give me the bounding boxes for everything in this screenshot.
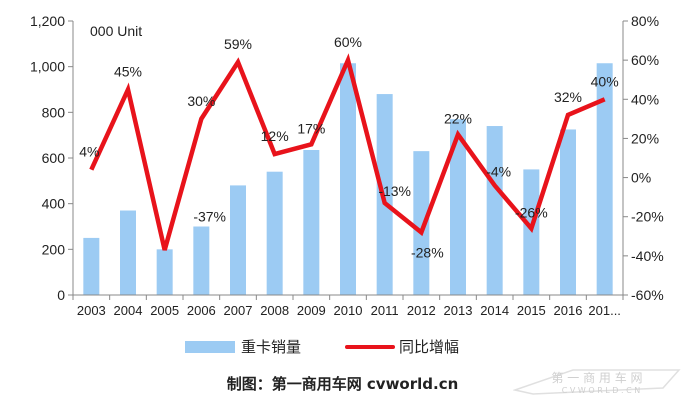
y-left-tick-label: 600 [42,150,66,166]
line-data-label: 30% [187,93,215,109]
bar [156,249,173,295]
axes: 0 200 400 600 800 1,000 1,200 -60% -40% -20% 0% 20%… [30,13,664,318]
x-tick-label: 2013 [444,303,473,318]
x-tick-label: 2006 [187,303,216,318]
x-tick-label: 2004 [114,303,143,318]
bar [303,150,320,295]
bar [266,171,283,295]
legend-item-bar: 重卡销量 [185,336,301,357]
bar [523,169,540,295]
line-data-label: 12% [261,128,289,144]
data-labels: 4% 45% 30% 59% 12% 17% 60% -13% -28% 22% -4% -26% 32… [79,34,618,260]
bar [596,63,613,295]
y-right-tick-label: -40% [631,248,664,264]
x-tick-label: 2016 [554,303,583,318]
legend-bar-label: 重卡销量 [241,338,302,356]
line-data-label: -28% [411,244,444,260]
growth-line [89,53,606,251]
x-tick-label: 2011 [371,303,399,318]
bar [193,226,210,295]
legend-bar-swatch [185,340,235,353]
x-tick-label: 201... [588,303,621,318]
line-data-label: 60% [334,34,362,50]
line-data-label: -13% [378,183,411,199]
line-data-label: 4% [79,144,99,160]
y-left-tick-label: 1,200 [30,13,65,29]
x-tick-label: 2007 [224,303,253,318]
line-data-label: -4% [486,163,511,179]
svg-text:C V W O R L D . C N: C V W O R L D . C N [562,386,640,395]
x-tick-label: 2015 [517,303,546,318]
credit-text: 制图：第一商用车网 cvworld.cn [226,375,459,393]
unit-note: 000 Unit [90,23,142,39]
y-right-tick-label: 80% [631,13,659,29]
line-data-label: 32% [554,89,582,105]
line-data-label: 45% [114,64,142,80]
bar [340,63,356,295]
bar [230,185,246,295]
y-left-tick-label: 400 [42,196,66,212]
line-data-label: -26% [515,204,548,220]
line-data-label: -37% [193,209,226,225]
bar [486,126,503,296]
x-tick-label: 2008 [260,303,289,318]
y-right-tick-label: 60% [631,52,659,68]
bar-series [83,63,613,296]
line-data-label: 40% [591,73,619,89]
line-data-label: 17% [297,120,325,136]
legend-line-label: 同比增幅 [399,338,460,356]
y-right-tick-label: 20% [631,130,659,146]
legend-item-line: 同比增幅 [345,336,459,357]
x-tick-label: 2012 [407,303,436,318]
y-left-tick-label: 800 [42,104,66,120]
x-tick-label: 2009 [297,303,326,318]
bar [560,129,576,295]
x-tick-label: 2014 [480,303,509,318]
line-series [89,53,606,251]
legend-line-swatch [345,344,395,349]
y-right-tick-label: 40% [631,91,659,107]
bar [120,210,136,295]
y-right-tick-label: -60% [631,287,664,303]
line-data-label: 22% [444,111,472,127]
y-left-tick-label: 1,000 [30,59,65,75]
line-data-label: 59% [224,36,252,52]
bar [450,119,466,295]
combo-chart: 0 200 400 600 800 1,000 1,200 -60% -40% -20% 0% 20%… [30,13,664,318]
legend: 重卡销量 同比增幅 [0,336,685,360]
y-left-tick-label: 0 [57,287,65,303]
bar [83,237,100,295]
y-left-tick-label: 200 [42,241,66,257]
x-tick-label: 2010 [334,303,363,318]
x-tick-label: 2005 [150,303,179,318]
bar [413,151,430,295]
svg-text:第 一 商 用 车 网: 第 一 商 用 车 网 [551,370,642,385]
y-right-tick-label: 0% [631,170,651,186]
cvworld-watermark: 第 一 商 用 车 网 C V W O R L D . C N [513,369,681,395]
x-tick-label: 2003 [77,303,106,318]
y-right-tick-label: -20% [631,209,664,225]
